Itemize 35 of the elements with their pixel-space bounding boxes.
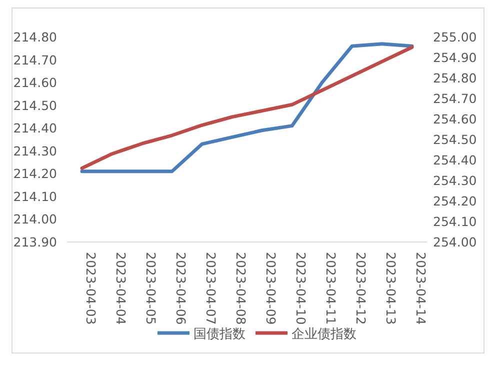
y2-tick-label: 254.30 [433,173,477,188]
y-tick-label: 214.80 [13,30,58,44]
y-tick-label: 214.70 [13,52,58,68]
x-tick-label: 2023-04-06 [174,252,188,325]
y2-tick-label: 254.70 [433,91,477,106]
y-tick-label: 214.50 [13,98,58,113]
y2-tick-label: 254.40 [433,152,477,168]
x-tick-label: 2023-04-08 [234,252,248,325]
y2-tick-label: 254.80 [433,70,477,86]
x-tick-label: 2023-04-09 [264,252,278,325]
x-tick-label: 2023-04-12 [354,252,368,325]
x-tick-label: 2023-04-11 [324,252,338,325]
legend-label: 企业债指数 [292,327,356,342]
y-tick-label: 214.40 [13,120,58,136]
y-tick-label: 214.60 [13,75,58,90]
y-tick-label: 214.30 [13,143,58,158]
x-tick-label: 2023-04-10 [294,252,308,325]
x-tick-label: 2023-04-07 [204,252,218,325]
y2-tick-label: 254.10 [433,214,477,229]
legend-label: 国债指数 [194,327,246,342]
x-tick-label: 2023-04-04 [114,252,128,325]
y2-tick-label: 254.00 [433,234,477,250]
y2-tick-label: 254.60 [433,112,477,126]
y-tick-label: 214.10 [13,188,58,204]
x-tick-label: 2023-04-13 [384,252,398,325]
y2-tick-label: 254.50 [433,132,477,147]
y2-tick-label: 254.90 [433,50,477,65]
x-tick-label: 2023-04-03 [84,252,98,325]
y2-tick-label: 254.20 [433,194,477,208]
x-tick-label: 2023-04-14 [414,252,428,325]
y-tick-label: 213.90 [13,234,58,250]
x-tick-label: 2023-04-05 [144,252,158,325]
y2-tick-label: 255.00 [433,30,477,44]
y-tick-label: 214.20 [13,166,58,182]
y-tick-label: 214.00 [13,212,58,227]
